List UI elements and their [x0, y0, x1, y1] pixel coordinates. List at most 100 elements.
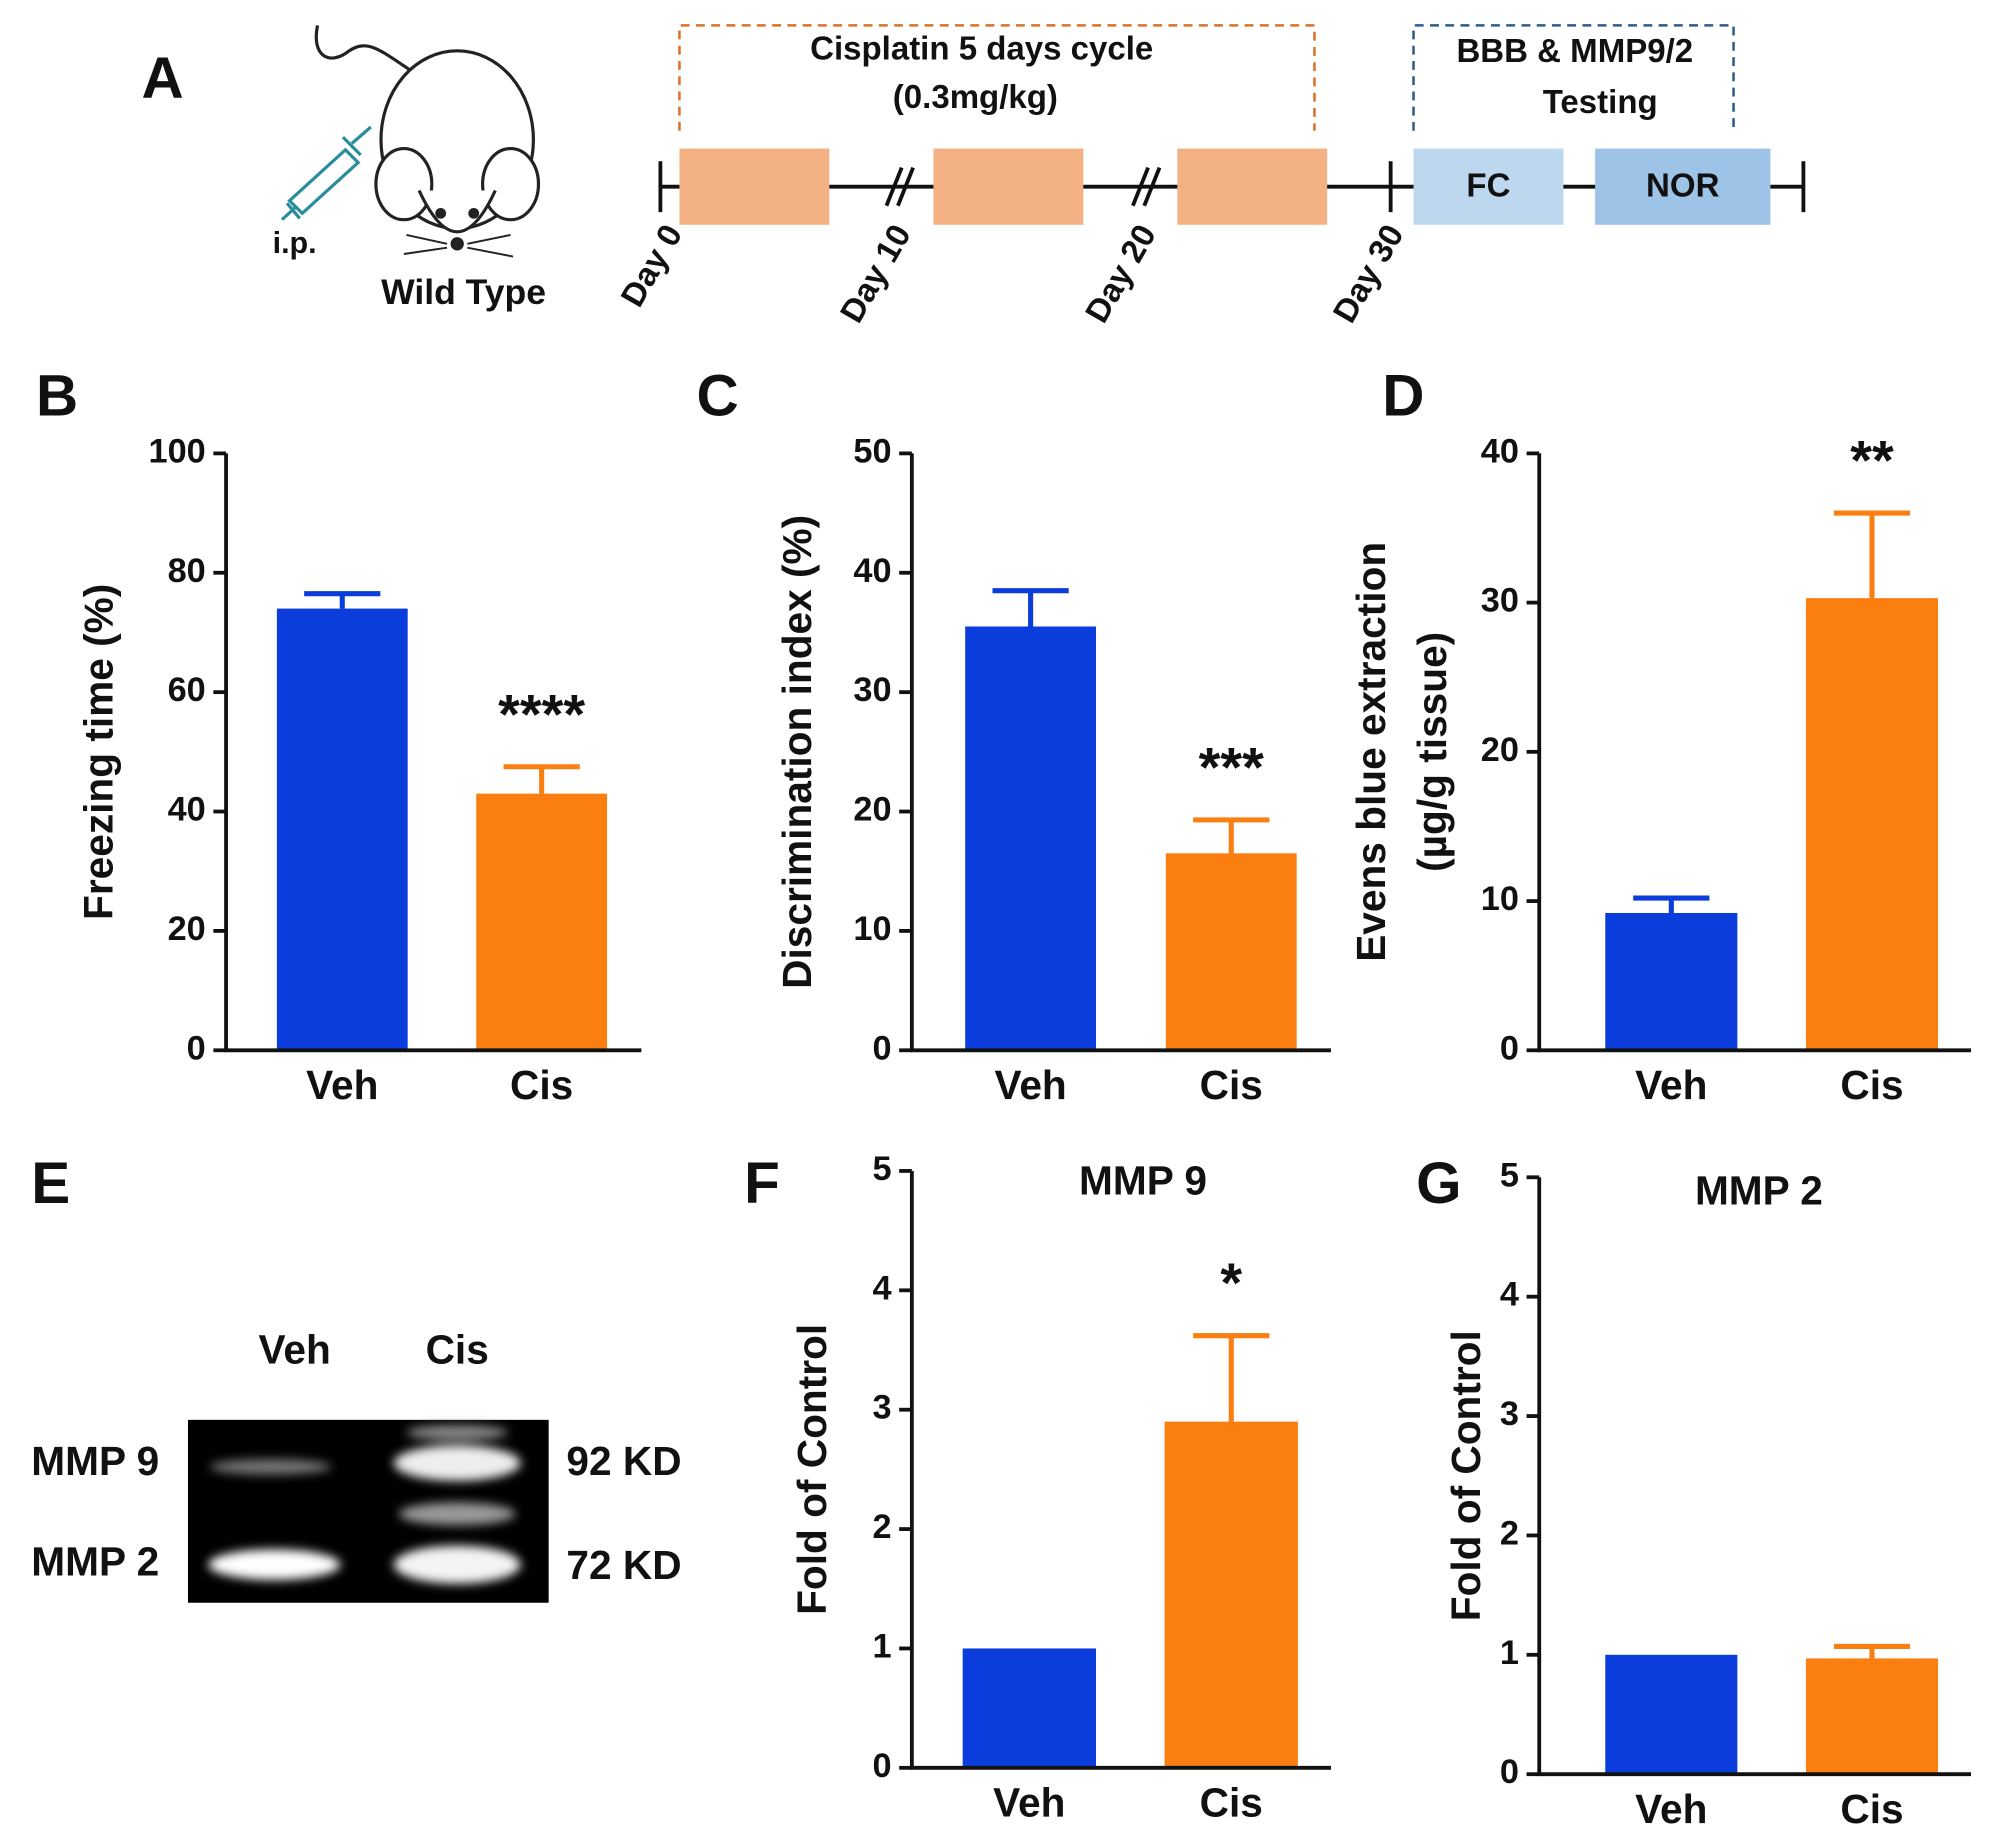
- y-tick-label: 1: [1500, 1634, 1519, 1672]
- panel-letter: G: [1416, 1151, 1461, 1216]
- y-tick-label: 10: [1481, 880, 1519, 918]
- y-tick-label: 80: [168, 552, 206, 590]
- panel-letter: C: [696, 363, 738, 428]
- axes: [909, 1170, 1331, 1770]
- y-tick-label: 0: [187, 1029, 206, 1067]
- y-tick-label: 40: [853, 552, 891, 590]
- y-tick-label: 4: [872, 1269, 891, 1307]
- x-tick-label: Veh: [1635, 1786, 1707, 1832]
- x-tick-label: Veh: [306, 1062, 378, 1108]
- axes: [1537, 1177, 1972, 1777]
- error-bar: [304, 591, 381, 609]
- size-label: 92 KD: [566, 1438, 681, 1484]
- y-tick-label: 0: [872, 1029, 891, 1067]
- bar: [1165, 853, 1297, 1051]
- significance: ****: [498, 682, 585, 745]
- treatment-label: Cisplatin 5 days cycle: [810, 30, 1153, 67]
- significance: **: [1850, 429, 1894, 492]
- y-tick-label: 20: [853, 791, 891, 829]
- panel-letter: E: [31, 1151, 70, 1216]
- day-label: Day 10: [833, 218, 918, 329]
- day-label: Day 20: [1078, 218, 1163, 329]
- figure-body: A i.p. Wild Type FC: [31, 24, 1972, 1832]
- axes: [224, 453, 642, 1053]
- error-bar: [1833, 1643, 1911, 1659]
- test-box: [1413, 148, 1564, 225]
- y-tick-label: 2: [872, 1508, 891, 1546]
- y-tick-label: 2: [1500, 1514, 1519, 1552]
- y-tick-label: 30: [853, 671, 891, 709]
- error-bar: [503, 764, 580, 794]
- y-tick-label: 1: [872, 1628, 891, 1666]
- x-tick-label: Cis: [510, 1062, 573, 1108]
- strain-label: Wild Type: [381, 272, 546, 312]
- panel-letter: D: [1382, 363, 1424, 428]
- y-tick-label: 20: [168, 910, 206, 948]
- cycle-box: [933, 148, 1084, 225]
- syringe-icon: [280, 125, 372, 221]
- y-tick-label: 10: [853, 910, 891, 948]
- lane-label: Cis: [426, 1326, 489, 1372]
- y-axis-label: Fold of Control: [1443, 1330, 1489, 1621]
- test-box: [1595, 148, 1771, 225]
- mouse-icon: [314, 25, 541, 258]
- y-axis-label: Fold of Control: [789, 1324, 835, 1615]
- panel-e: E Veh Cis MMP 9 MMP 2 92 KD 72 KD: [31, 1151, 682, 1603]
- test-label: NOR: [1646, 167, 1720, 204]
- bar: [476, 793, 608, 1051]
- error-bar: [1193, 1333, 1270, 1422]
- day-label: Day 30: [1325, 218, 1410, 329]
- cycle-box: [1177, 148, 1328, 225]
- band-label: MMP 9: [31, 1438, 159, 1484]
- x-tick-label: Cis: [1200, 1062, 1263, 1108]
- y-tick-label: 30: [1481, 582, 1519, 620]
- bar: [1605, 1654, 1738, 1775]
- y-tick-label: 0: [1500, 1753, 1519, 1791]
- y-axis-label: (µg/g tissue): [1409, 632, 1455, 872]
- y-axis-label: Evens blue extraction: [1348, 542, 1394, 962]
- y-tick-label: 5: [1500, 1156, 1519, 1194]
- y-tick-label: 0: [1500, 1029, 1519, 1067]
- cycle-box: [679, 148, 830, 225]
- panel-letter: A: [141, 46, 183, 111]
- y-tick-label: 4: [1500, 1276, 1519, 1314]
- y-tick-label: 3: [872, 1389, 891, 1427]
- y-tick-label: 40: [168, 791, 206, 829]
- y-tick-label: 40: [1481, 432, 1519, 470]
- y-axis-label: Freezing time (%): [75, 584, 121, 920]
- bar: [276, 608, 408, 1051]
- x-tick-label: Veh: [1635, 1062, 1707, 1108]
- x-tick-label: Cis: [1200, 1780, 1263, 1826]
- bar: [965, 626, 1097, 1051]
- bar: [962, 1648, 1097, 1768]
- testing-bracket: [1412, 24, 1735, 131]
- size-label: 72 KD: [566, 1542, 681, 1588]
- panel-a: A i.p. Wild Type FC: [141, 24, 1806, 329]
- x-tick-label: Veh: [994, 1062, 1066, 1108]
- significance: *: [1220, 1251, 1242, 1314]
- axes: [1537, 453, 1972, 1053]
- y-tick-label: 20: [1481, 731, 1519, 769]
- gel-bands: [208, 1424, 521, 1584]
- treatment-bracket: [678, 24, 1316, 131]
- x-tick-label: Cis: [1840, 1062, 1903, 1108]
- x-tick-label: Cis: [1840, 1786, 1903, 1832]
- bar: [1805, 598, 1939, 1051]
- y-axis-label: Discrimination index (%): [774, 515, 820, 989]
- treatment-dose: (0.3mg/kg): [893, 78, 1058, 115]
- error-bar: [1833, 510, 1911, 599]
- y-tick-label: 100: [149, 432, 206, 470]
- error-bar: [1193, 817, 1270, 854]
- y-tick-label: 5: [872, 1150, 891, 1188]
- bar: [1605, 913, 1738, 1051]
- bar: [1805, 1658, 1939, 1775]
- testing-label: BBB & MMP9/2: [1456, 32, 1693, 69]
- lane-label: Veh: [259, 1326, 331, 1372]
- chart-title: MMP 2: [1695, 1168, 1823, 1214]
- panel-letter: F: [744, 1151, 780, 1216]
- bar: [1164, 1421, 1298, 1768]
- significance: ***: [1199, 735, 1264, 798]
- y-tick-label: 50: [853, 432, 891, 470]
- day-label: Day 0: [613, 218, 689, 313]
